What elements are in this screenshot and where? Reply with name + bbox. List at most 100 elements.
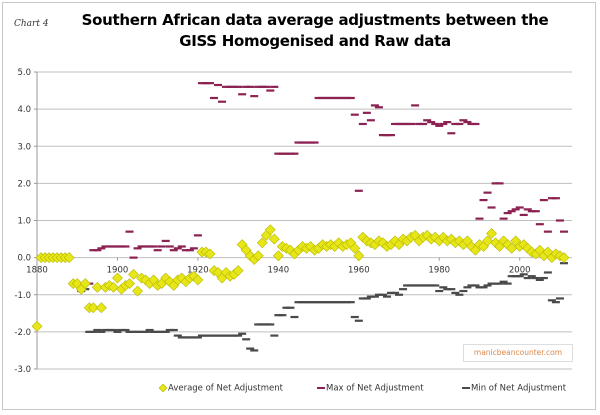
x-tick-label: 1980 bbox=[428, 266, 450, 276]
average-point bbox=[79, 278, 91, 290]
max-point bbox=[527, 210, 536, 213]
min-point bbox=[407, 284, 416, 287]
min-point bbox=[129, 330, 138, 333]
max-point bbox=[386, 134, 395, 137]
min-point bbox=[378, 293, 387, 296]
min-point bbox=[201, 334, 210, 337]
max-point bbox=[338, 96, 347, 100]
max-point bbox=[515, 206, 524, 209]
min-point bbox=[354, 319, 363, 322]
max-point bbox=[246, 85, 255, 88]
max-point bbox=[451, 122, 460, 126]
average-point bbox=[353, 250, 365, 262]
min-point bbox=[133, 330, 142, 333]
legend-item-min: Min of Net Adjustment bbox=[461, 383, 566, 394]
max-point bbox=[173, 247, 182, 250]
min-point bbox=[519, 273, 528, 276]
max-point bbox=[423, 119, 432, 122]
max-point bbox=[411, 104, 420, 107]
min-point bbox=[459, 289, 468, 293]
max-point bbox=[366, 119, 375, 122]
min-point bbox=[503, 282, 512, 285]
max-point bbox=[358, 122, 367, 126]
y-tick-label: 5.0 bbox=[17, 68, 31, 78]
max-point bbox=[382, 134, 391, 137]
min-point bbox=[214, 334, 223, 337]
min-point bbox=[483, 284, 492, 287]
max-point bbox=[439, 122, 448, 126]
min-point bbox=[306, 301, 315, 304]
min-point bbox=[511, 275, 520, 278]
max-point bbox=[141, 245, 150, 248]
average-point bbox=[256, 237, 268, 249]
min-point bbox=[547, 299, 556, 302]
max-point bbox=[262, 85, 271, 88]
y-tick-label: -1.0 bbox=[14, 291, 31, 301]
max-point bbox=[258, 85, 267, 88]
min-point bbox=[85, 330, 94, 333]
min-point bbox=[302, 301, 311, 304]
max-point bbox=[322, 96, 331, 100]
max-point bbox=[342, 96, 351, 100]
max-point bbox=[125, 230, 134, 233]
average-point bbox=[63, 252, 75, 264]
max-point bbox=[97, 247, 106, 250]
max-point bbox=[197, 82, 206, 85]
min-point bbox=[346, 301, 355, 304]
min-point bbox=[121, 328, 130, 332]
max-point bbox=[475, 217, 484, 220]
max-point bbox=[447, 132, 456, 135]
min-point bbox=[495, 282, 504, 285]
max-point bbox=[242, 85, 251, 88]
min-point bbox=[310, 301, 319, 304]
max-point bbox=[427, 121, 436, 124]
max-point bbox=[129, 256, 138, 259]
legend-item-average: Average of Net Adjustment bbox=[158, 383, 283, 394]
max-point bbox=[503, 211, 512, 215]
min-point bbox=[242, 338, 251, 341]
min-point bbox=[415, 284, 424, 287]
max-point bbox=[185, 249, 194, 252]
max-point bbox=[105, 245, 114, 248]
min-point bbox=[266, 323, 275, 326]
max-point bbox=[274, 152, 283, 155]
min-point bbox=[246, 347, 255, 350]
max-point bbox=[218, 100, 227, 103]
min-point bbox=[161, 330, 170, 333]
min-point bbox=[386, 291, 395, 294]
average-point bbox=[558, 252, 570, 264]
min-point bbox=[222, 334, 231, 337]
average-point bbox=[264, 224, 276, 236]
max-point bbox=[330, 96, 339, 100]
min-point bbox=[523, 276, 532, 280]
max-point bbox=[193, 234, 202, 237]
min-point bbox=[109, 328, 118, 332]
max-point bbox=[290, 152, 299, 155]
min-point bbox=[463, 286, 472, 289]
min-point bbox=[181, 336, 190, 339]
max-point bbox=[302, 141, 311, 144]
min-point bbox=[238, 332, 247, 335]
max-point bbox=[491, 182, 500, 185]
max-point bbox=[519, 213, 528, 217]
x-tick-label: 1920 bbox=[187, 266, 209, 276]
min-point bbox=[451, 291, 460, 294]
y-tick-label: -3.0 bbox=[14, 365, 31, 375]
max-point bbox=[149, 245, 158, 248]
min-point bbox=[153, 330, 162, 333]
max-point bbox=[467, 122, 476, 126]
max-point bbox=[483, 191, 492, 194]
max-point bbox=[346, 96, 355, 100]
min-point bbox=[197, 334, 206, 337]
min-point bbox=[226, 334, 235, 337]
min-point bbox=[395, 293, 404, 296]
max-point bbox=[157, 245, 166, 248]
max-point bbox=[459, 119, 468, 122]
average-point bbox=[87, 302, 99, 314]
legend-item-max: Max of Net Adjustment bbox=[316, 383, 424, 394]
min-point bbox=[89, 330, 98, 333]
min-point bbox=[467, 284, 476, 287]
min-point bbox=[403, 284, 412, 287]
min-point bbox=[391, 291, 400, 294]
